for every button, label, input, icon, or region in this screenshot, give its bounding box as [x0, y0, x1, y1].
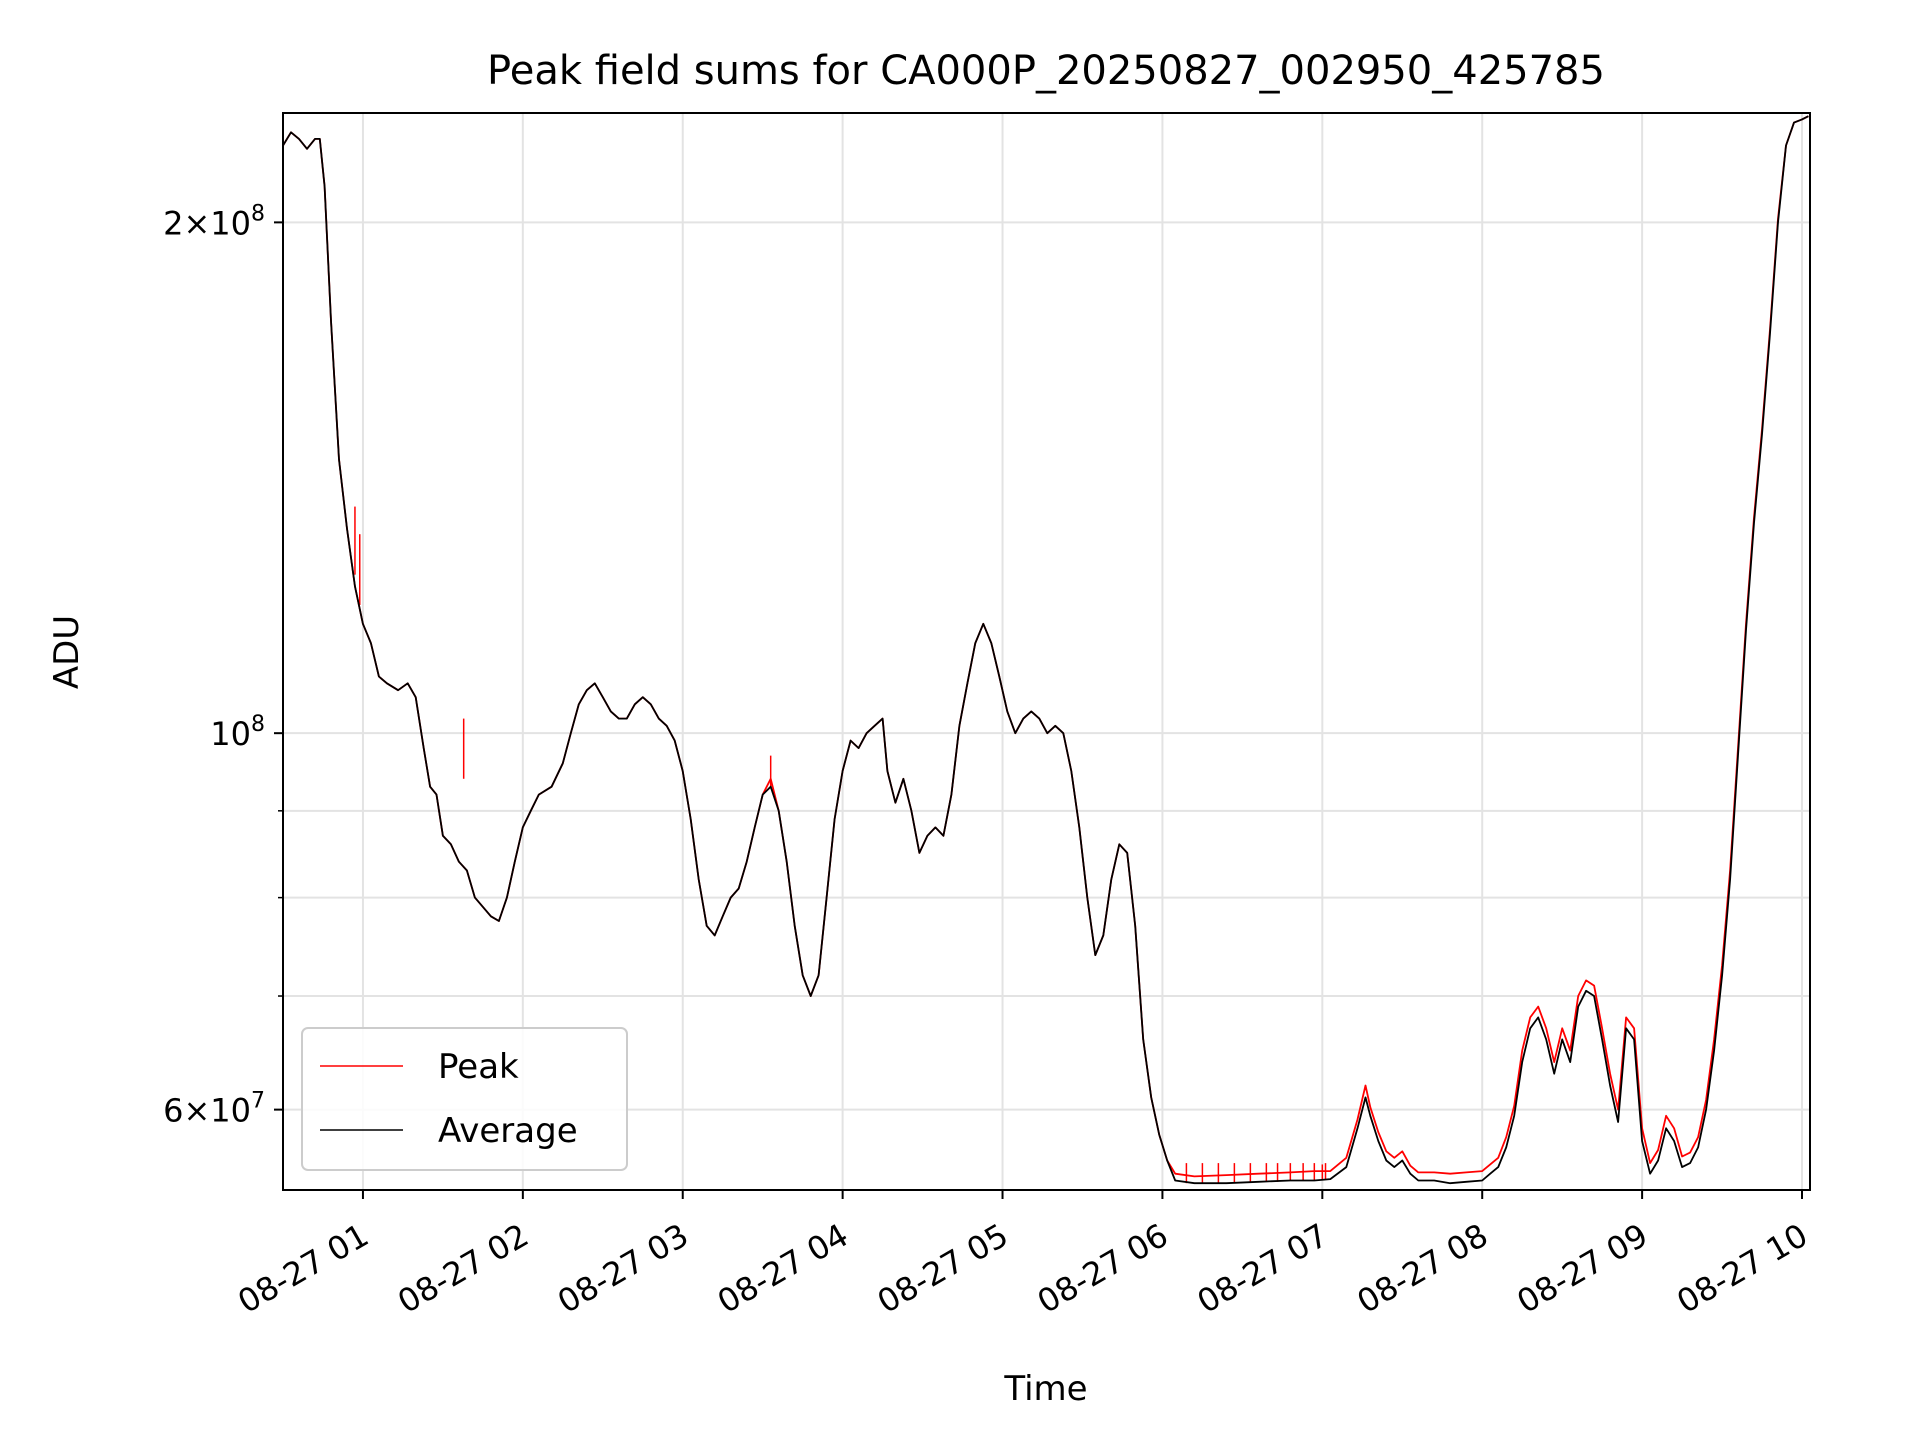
y-tick-label: 108: [210, 712, 265, 753]
legend-label-peak: Peak: [438, 1047, 519, 1087]
series-line-average: [283, 115, 1809, 1185]
y-tick-label: 2×108: [163, 201, 265, 242]
plot-area: [283, 115, 1809, 1185]
chart-title: Peak field sums for CA000P_20250827_0029…: [487, 48, 1605, 94]
y-axis-label: ADU: [47, 615, 87, 689]
legend-box: [301, 1027, 628, 1171]
legend-label-average: Average: [438, 1111, 578, 1151]
x-axis-label: Time: [1003, 1369, 1087, 1409]
legend: Peak Average: [301, 1027, 628, 1171]
y-tick-label: 6×107: [163, 1089, 265, 1130]
axes-frame: [282, 112, 1811, 1191]
grid-lines: [283, 113, 1810, 1190]
